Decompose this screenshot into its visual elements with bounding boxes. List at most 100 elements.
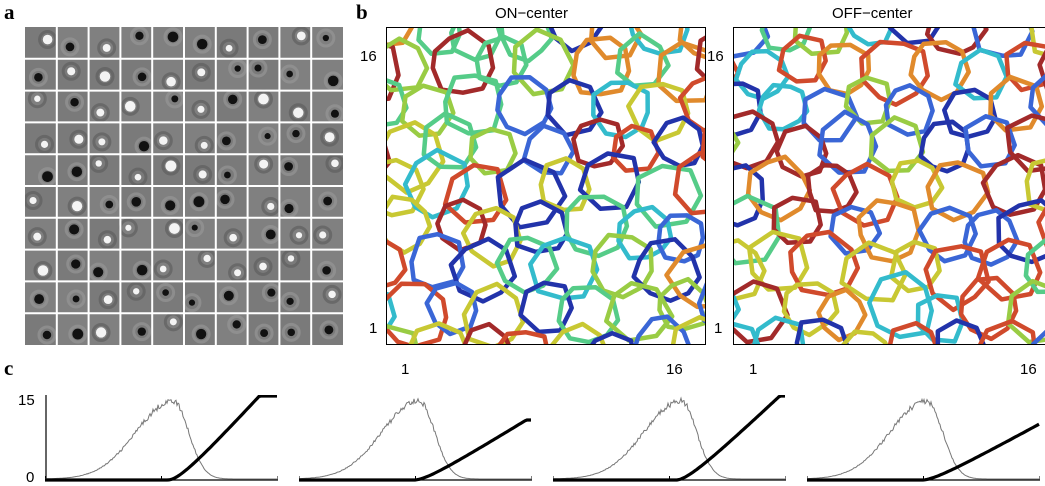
receptive-field-outline [700, 126, 706, 163]
off-center-spot [286, 297, 294, 305]
receptive-field-outline [589, 330, 635, 345]
surround-ring [193, 164, 213, 184]
surround-ring [61, 61, 81, 81]
on-center-spot [169, 318, 177, 326]
receptive-field-outline [1004, 40, 1045, 93]
receptive-field-outline [915, 293, 965, 344]
on-center-spot [124, 101, 136, 112]
surround-ring [95, 67, 115, 87]
receptive-field-cell [120, 281, 153, 314]
on-center-spot [96, 108, 105, 117]
receptive-field-outline [887, 320, 939, 345]
receptive-field-outline [448, 236, 518, 304]
receptive-field-cell [152, 122, 184, 155]
surround-ring [153, 259, 173, 279]
off-center-spot [257, 35, 267, 45]
surround-ring [219, 286, 239, 306]
receptive-field-outline [843, 75, 893, 126]
on-center-spot [40, 140, 49, 148]
nonlinearity-plot-1 [45, 395, 278, 482]
off-center-spot [195, 328, 207, 340]
surround-ring [132, 260, 152, 280]
receptive-field-outline [771, 195, 823, 245]
off-center-spot [188, 299, 196, 306]
on-center-mosaic [386, 27, 706, 345]
receptive-field-outline [604, 280, 675, 343]
off-center-spot [232, 320, 241, 329]
surround-ring [126, 281, 146, 301]
receptive-field-outline [817, 109, 879, 175]
on-center-spot [102, 44, 111, 52]
surround-ring [132, 322, 152, 342]
receptive-field-outline [977, 318, 1037, 345]
receptive-field-outline [633, 314, 692, 345]
receptive-field-cell [247, 154, 280, 186]
receptive-field-outline [887, 27, 941, 46]
surround-ring [254, 154, 274, 174]
receptive-field-outline [830, 161, 900, 228]
off-center-spot [135, 31, 144, 40]
on-center-title: ON−center [495, 5, 568, 22]
on-center-frame [386, 27, 706, 345]
surround-ring [316, 28, 336, 48]
receptive-field-outline [1023, 238, 1045, 295]
off-center-spot [171, 95, 179, 103]
receptive-field-outline [496, 330, 549, 345]
surround-ring [217, 165, 237, 185]
receptive-field-outline [1004, 113, 1045, 174]
surround-ring [280, 291, 300, 311]
surround-ring [252, 30, 272, 50]
surround-ring [97, 230, 117, 250]
receptive-field-outline [908, 39, 971, 103]
panel-label-a: a [4, 0, 15, 24]
receptive-field-cell [120, 58, 153, 91]
receptive-field-outline [449, 27, 503, 62]
receptive-field-outline [1036, 206, 1045, 248]
surround-ring [33, 260, 53, 280]
on-center-spot [259, 262, 267, 271]
receptive-field-outline [386, 27, 415, 48]
off-center-spot [327, 75, 339, 87]
surround-ring [216, 131, 236, 151]
on-center-spot [229, 233, 237, 242]
off-y-tick-16: 16 [707, 48, 724, 65]
on-center-spot [95, 327, 107, 338]
surround-ring [227, 314, 247, 334]
off-center-spot [105, 200, 114, 209]
receptive-field-grid [25, 27, 343, 345]
receptive-field-cell [279, 58, 312, 91]
off-center-spot [260, 329, 269, 338]
off-center-spot [65, 42, 75, 52]
receptive-field-outline [626, 81, 691, 144]
off-center-spot [220, 194, 230, 205]
surround-ring [27, 227, 47, 247]
response-histogram [299, 397, 532, 480]
on-center-spot [133, 288, 140, 295]
surround-ring [323, 71, 343, 91]
off-center-spot [71, 259, 81, 269]
receptive-field-outline [468, 126, 518, 176]
off-center-spot [137, 327, 146, 336]
off-center-spot [70, 98, 79, 107]
receptive-field-outline [462, 321, 512, 345]
on-center-spot [259, 159, 269, 169]
off-center-spot [227, 94, 238, 105]
receptive-field-outline [474, 34, 529, 88]
surround-ring [67, 162, 87, 182]
on-center-spot [134, 173, 142, 181]
off-center-spot [34, 73, 43, 82]
receptive-field-outline [402, 147, 470, 220]
on-center-spot [165, 160, 177, 172]
receptive-field-outline [942, 87, 998, 140]
off-center-spot [69, 224, 80, 235]
off-center-spot [137, 72, 147, 82]
on-center-spot [103, 235, 112, 244]
off-center-spot [221, 136, 231, 146]
receptive-field-outline [776, 33, 828, 84]
receptive-field-cell [120, 313, 153, 345]
receptive-field-outline [571, 117, 626, 169]
off-x-tick-16: 16 [1020, 361, 1037, 378]
on-center-spot [95, 160, 102, 167]
receptive-field-outline [924, 27, 989, 56]
off-center-spot [165, 200, 176, 211]
